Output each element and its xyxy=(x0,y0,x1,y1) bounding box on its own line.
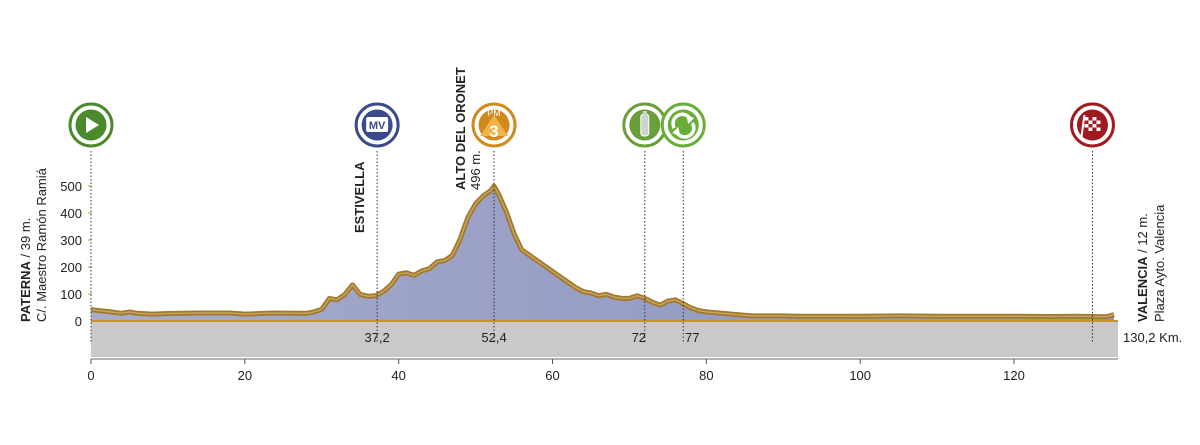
finish-place-label: Plaza Ayto. Valencia xyxy=(1152,204,1167,322)
flag-square xyxy=(1084,124,1089,128)
elevation-area xyxy=(91,187,1114,321)
recycle-arrow-1 xyxy=(686,115,695,124)
flag-square xyxy=(1088,117,1093,121)
flag-square xyxy=(1096,120,1101,124)
marker-km-label: 37,2 xyxy=(364,330,389,345)
x-tick-label: 0 xyxy=(87,368,94,383)
finish-name: VALENCIA xyxy=(1135,256,1150,322)
marker-km-label: 52,4 xyxy=(481,330,506,345)
y-tick-label: 0 xyxy=(75,314,82,329)
x-tick-label: 120 xyxy=(1003,368,1025,383)
start-name: PATERNA xyxy=(18,260,33,322)
marker-label: ALTO DEL ORONET xyxy=(453,67,468,190)
flag-square xyxy=(1088,124,1093,128)
flag-square xyxy=(1096,117,1101,121)
mountain-shape xyxy=(480,115,509,136)
start-place-label: C/. Maestro Ramón Ramiá xyxy=(34,167,49,322)
y-tick-label: 500 xyxy=(60,179,82,194)
x-tick-label: 100 xyxy=(849,368,871,383)
start-location-label: PATERNA / 39 m. xyxy=(18,218,33,322)
x-tick-label: 60 xyxy=(545,368,559,383)
flag-square xyxy=(1088,127,1093,131)
x-tick-label: 40 xyxy=(391,368,405,383)
elevation-outline-highlight xyxy=(90,185,1115,318)
feed-bottle-icon xyxy=(622,102,668,148)
flag-square xyxy=(1084,120,1089,124)
mv-sprint-icon: MV xyxy=(354,102,400,148)
flag-square xyxy=(1084,127,1089,131)
start-altitude: / 39 m. xyxy=(18,218,33,261)
total-distance-label: 130,2 Km. xyxy=(1123,330,1182,345)
recycle-arrow-2 xyxy=(672,127,681,136)
flag-square xyxy=(1096,124,1101,128)
elevation-outline xyxy=(90,183,1115,320)
start-flag-icon xyxy=(68,102,114,148)
pm-text: PM xyxy=(487,108,501,118)
finish-altitude: / 12 m. xyxy=(1135,213,1150,256)
flag-square xyxy=(1092,127,1097,131)
flag-square xyxy=(1092,120,1097,124)
category-text: 3 xyxy=(489,122,498,141)
x-tick-label: 80 xyxy=(699,368,713,383)
y-tick-label: 300 xyxy=(60,233,82,248)
flag-square xyxy=(1092,124,1097,128)
mv-text: MV xyxy=(369,120,386,132)
marker-km-label: 72 xyxy=(632,330,646,345)
marker-label: 496 m. xyxy=(468,150,483,190)
finish-flag-icon xyxy=(1069,102,1115,148)
bottle-cap xyxy=(642,111,647,115)
marker-label: ESTIVELLA xyxy=(352,161,367,233)
y-tick-label: 200 xyxy=(60,260,82,275)
marker-km-label: 77 xyxy=(685,330,699,345)
flag-pole xyxy=(1080,114,1086,138)
play-triangle xyxy=(86,117,99,133)
mv-box xyxy=(366,117,389,132)
recycle-icon xyxy=(660,102,706,148)
y-tick-label: 100 xyxy=(60,287,82,302)
flag-square xyxy=(1088,120,1093,124)
flag-square xyxy=(1096,127,1101,131)
flag-square xyxy=(1084,117,1089,121)
distance-band xyxy=(91,321,1118,357)
bottle-shape xyxy=(640,113,650,137)
flag-square xyxy=(1092,117,1097,121)
x-tick-label: 20 xyxy=(238,368,252,383)
mountain-3-icon: PM 3 xyxy=(471,102,517,148)
finish-location-label: VALENCIA / 12 m. xyxy=(1135,213,1150,322)
y-tick-label: 400 xyxy=(60,206,82,221)
